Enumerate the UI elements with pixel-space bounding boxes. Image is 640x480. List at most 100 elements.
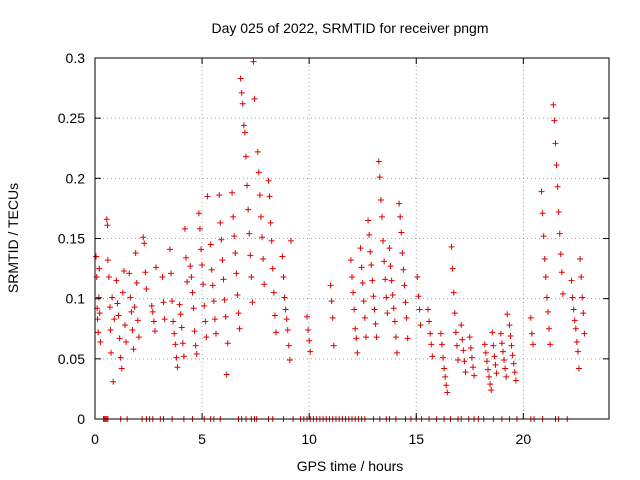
data-point xyxy=(148,302,155,309)
data-point xyxy=(559,290,566,297)
data-point xyxy=(254,148,261,155)
data-point xyxy=(236,325,243,332)
data-point xyxy=(107,326,114,333)
data-point xyxy=(188,274,195,281)
data-point xyxy=(428,341,435,348)
data-point xyxy=(539,210,546,217)
data-point xyxy=(143,286,150,293)
data-point xyxy=(498,340,505,347)
data-point xyxy=(468,354,475,361)
data-point xyxy=(507,332,514,339)
data-point xyxy=(115,312,122,319)
data-point xyxy=(571,317,578,324)
data-point xyxy=(381,258,388,265)
data-point xyxy=(270,289,277,296)
data-point xyxy=(487,381,494,388)
data-point xyxy=(360,298,367,305)
data-point xyxy=(462,369,469,376)
data-point xyxy=(448,243,455,250)
data-point xyxy=(211,316,218,323)
data-point xyxy=(199,261,206,268)
data-point xyxy=(218,236,225,243)
data-point xyxy=(285,342,292,349)
data-point xyxy=(460,347,467,354)
data-point xyxy=(350,289,357,296)
data-point xyxy=(358,264,365,271)
data-point xyxy=(455,357,462,364)
data-point xyxy=(509,352,516,359)
data-point xyxy=(443,382,450,389)
data-point xyxy=(283,316,290,323)
data-point xyxy=(210,298,217,305)
data-point xyxy=(237,75,244,82)
data-point xyxy=(201,302,208,309)
data-point xyxy=(116,335,123,342)
data-point xyxy=(173,354,180,361)
data-point xyxy=(169,298,176,305)
data-point xyxy=(580,310,587,317)
data-point xyxy=(503,373,510,380)
data-point xyxy=(442,373,449,380)
data-point xyxy=(304,313,311,320)
data-point xyxy=(245,206,252,213)
data-point xyxy=(170,318,177,325)
data-point xyxy=(178,324,185,331)
data-point xyxy=(347,257,354,264)
data-point xyxy=(388,277,395,284)
data-point xyxy=(328,298,335,305)
data-point xyxy=(127,294,134,301)
data-point xyxy=(209,282,216,289)
data-point xyxy=(359,280,366,287)
data-point xyxy=(399,249,406,256)
data-point xyxy=(247,252,254,259)
data-point xyxy=(466,334,473,341)
data-point xyxy=(141,240,148,247)
data-point xyxy=(140,234,147,241)
y-tick-label: 0.05 xyxy=(58,351,85,367)
x-tick-label: 20 xyxy=(516,431,532,447)
x-tick-label: 5 xyxy=(198,431,206,447)
data-point xyxy=(121,322,128,329)
data-point xyxy=(239,100,246,107)
y-tick-label: 0.15 xyxy=(58,231,85,247)
data-point xyxy=(556,230,563,237)
data-point xyxy=(307,348,314,355)
data-point xyxy=(249,299,256,306)
data-point xyxy=(260,255,267,262)
data-point xyxy=(105,274,112,281)
data-point xyxy=(497,330,504,337)
data-point xyxy=(376,174,383,181)
data-point xyxy=(438,341,445,348)
data-point xyxy=(259,234,266,241)
data-point xyxy=(441,365,448,372)
data-point xyxy=(176,301,183,308)
data-point xyxy=(471,372,478,379)
data-point xyxy=(193,351,200,358)
data-point xyxy=(362,334,369,341)
y-tick-label: 0.3 xyxy=(66,50,86,66)
data-point xyxy=(180,353,187,360)
data-point xyxy=(482,349,489,356)
data-point xyxy=(131,304,138,311)
data-point xyxy=(370,293,377,300)
data-point xyxy=(511,369,518,376)
data-point xyxy=(266,193,273,200)
data-point xyxy=(111,316,118,323)
x-tick-label: 15 xyxy=(408,431,424,447)
data-point xyxy=(224,340,231,347)
data-point xyxy=(437,330,444,337)
data-point xyxy=(94,316,101,323)
data-point xyxy=(579,294,586,301)
data-point xyxy=(250,58,257,65)
data-point xyxy=(192,342,199,349)
data-point xyxy=(216,192,223,199)
data-point xyxy=(452,329,459,336)
data-point xyxy=(542,274,549,281)
data-point xyxy=(133,280,140,287)
data-point xyxy=(135,334,142,341)
data-point xyxy=(161,316,168,323)
data-point xyxy=(106,304,113,311)
grid-lines xyxy=(95,58,609,419)
y-tick-label: 0.1 xyxy=(66,291,86,307)
data-point xyxy=(251,95,258,102)
